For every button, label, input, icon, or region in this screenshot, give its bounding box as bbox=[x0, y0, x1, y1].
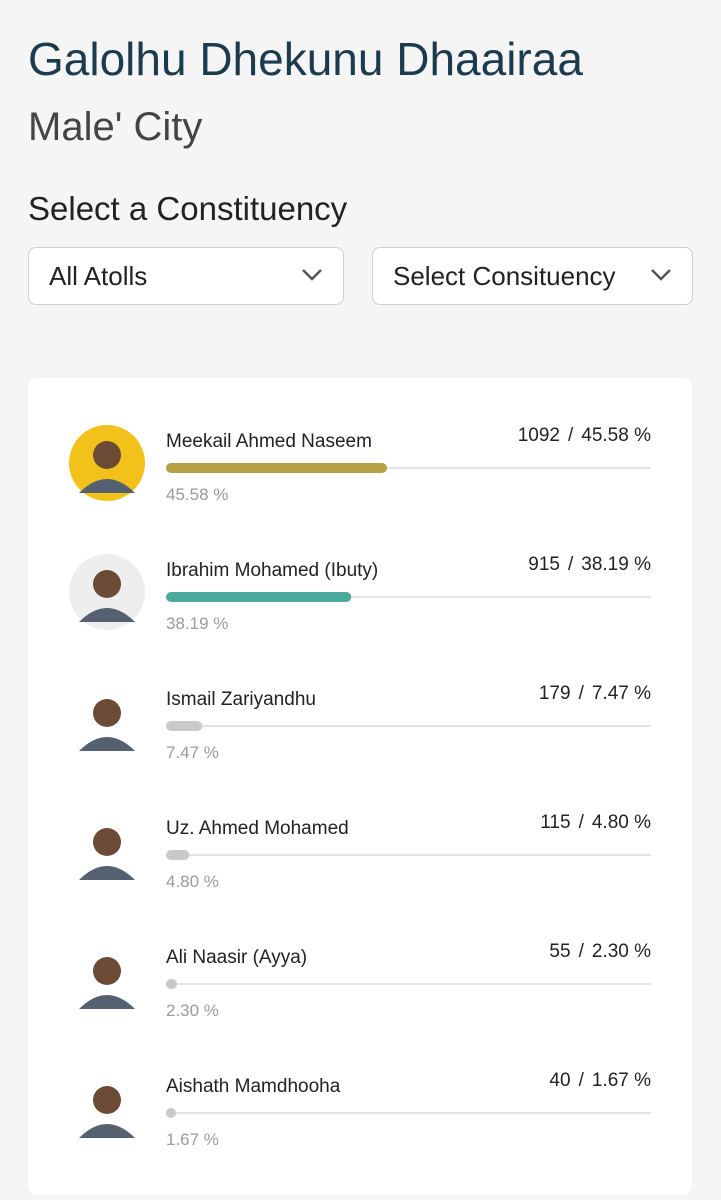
avatar-body bbox=[79, 479, 135, 493]
votes: 179 bbox=[539, 683, 571, 704]
vote-result: 915 / 38.19 % bbox=[528, 554, 651, 575]
vote-result: 1092 / 45.58 % bbox=[518, 425, 651, 446]
share-label: 45.58 % bbox=[166, 485, 228, 504]
candidate-name: Aishath Mamdhooha bbox=[166, 1076, 341, 1097]
selector-label: Select a Constituency bbox=[28, 190, 348, 227]
avatar-head bbox=[93, 1086, 121, 1114]
share-bar bbox=[166, 721, 203, 731]
share: 7.47 % bbox=[592, 683, 651, 704]
vote-result: 40 / 1.67 % bbox=[549, 1070, 651, 1091]
candidate-name: Ismail Zariyandhu bbox=[166, 689, 316, 710]
avatar-body bbox=[79, 866, 135, 880]
candidate-name: Ali Naasir (Ayya) bbox=[166, 947, 307, 968]
chevron bbox=[301, 268, 323, 282]
avatar-body bbox=[79, 737, 135, 751]
candidate-name: Uz. Ahmed Mohamed bbox=[166, 818, 349, 839]
votes: 40 bbox=[549, 1070, 570, 1091]
share-label: 1.67 % bbox=[166, 1130, 219, 1149]
share: 45.58 % bbox=[581, 425, 651, 446]
share-bar bbox=[166, 592, 352, 602]
separator: / bbox=[568, 425, 574, 446]
title: Galolhu Dhekunu Dhaairaa bbox=[28, 33, 583, 85]
share-bar bbox=[166, 979, 178, 989]
votes: 1092 bbox=[518, 425, 560, 446]
constituency-dropdown[interactable]: Select Consituency bbox=[372, 247, 693, 305]
share-label: 7.47 % bbox=[166, 743, 219, 762]
candidate-name: Meekail Ahmed Naseem bbox=[166, 431, 372, 452]
avatar-head bbox=[93, 570, 121, 598]
vote-result: 179 / 7.47 % bbox=[539, 683, 651, 704]
avatar-head bbox=[93, 441, 121, 469]
share-bar bbox=[166, 850, 190, 860]
separator: / bbox=[579, 1070, 585, 1091]
share: 2.30 % bbox=[592, 941, 651, 962]
votes: 55 bbox=[549, 941, 570, 962]
share-bar bbox=[166, 463, 388, 473]
share: 4.80 % bbox=[592, 812, 651, 833]
separator: / bbox=[579, 812, 585, 833]
share: 1.67 % bbox=[592, 1070, 651, 1091]
share-label: 38.19 % bbox=[166, 614, 228, 633]
separator: / bbox=[568, 554, 574, 575]
share-bar bbox=[166, 1108, 176, 1118]
share-label: 4.80 % bbox=[166, 872, 219, 891]
avatar-head bbox=[93, 699, 121, 727]
vote-result: 55 / 2.30 % bbox=[549, 941, 651, 962]
avatar-body bbox=[79, 995, 135, 1009]
separator: / bbox=[579, 683, 585, 704]
share-label: 2.30 % bbox=[166, 1001, 219, 1020]
subtitle: Male' City bbox=[28, 105, 203, 149]
votes: 915 bbox=[528, 554, 560, 575]
candidate-name: Ibrahim Mohamed (Ibuty) bbox=[166, 560, 378, 581]
avatar-head bbox=[93, 957, 121, 985]
results: Meekail Ahmed Naseem 1092 / 45.58 % 45.58 % I… bbox=[69, 425, 651, 1149]
atoll-dropdown[interactable]: All Atolls bbox=[28, 247, 344, 305]
avatar-body bbox=[79, 1124, 135, 1138]
avatar-body bbox=[79, 608, 135, 622]
share: 38.19 % bbox=[581, 554, 651, 575]
votes: 115 bbox=[540, 812, 570, 833]
avatar-head bbox=[93, 828, 121, 856]
results-card: Meekail Ahmed Naseem 1092 / 45.58 % 45.58 % I… bbox=[28, 378, 692, 1195]
atoll-value: All Atolls bbox=[49, 261, 148, 291]
separator: / bbox=[579, 941, 585, 962]
chevron bbox=[650, 268, 672, 282]
constituency-value: Select Consituency bbox=[393, 261, 616, 291]
vote-result: 115 / 4.80 % bbox=[540, 812, 651, 833]
